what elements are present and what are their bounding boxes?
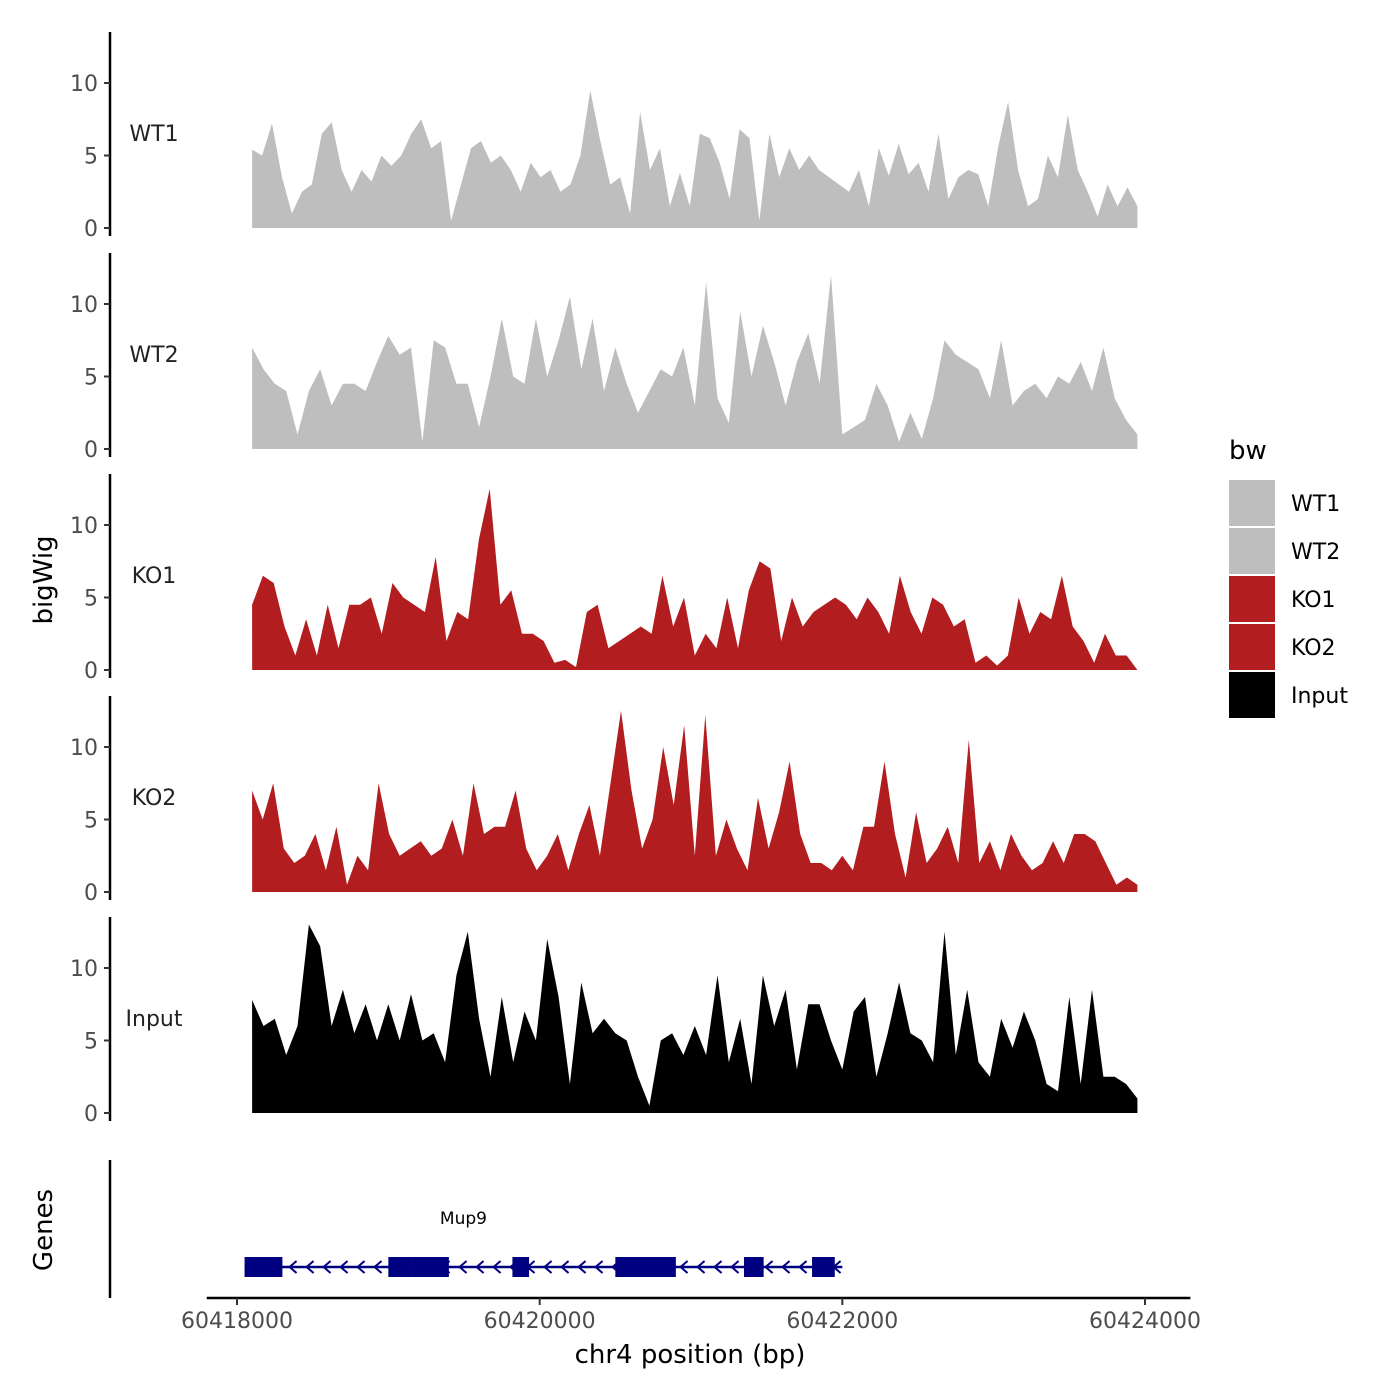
- track-ko1: KO1 0 5 10: [70, 474, 1138, 684]
- genes-track: Mup9: [108, 1160, 843, 1298]
- strand-arrow: [679, 1260, 689, 1274]
- x-axis: 60418000 60420000 60422000 60424000: [181, 1296, 1201, 1334]
- x-tick-label: 60422000: [786, 1309, 898, 1334]
- strand-arrow: [713, 1260, 723, 1274]
- y-tick-label: 5: [84, 145, 98, 170]
- strand-arrow: [458, 1260, 468, 1274]
- x-tick-label: 60420000: [484, 1309, 596, 1334]
- strand-arrow: [322, 1260, 332, 1274]
- y-tick-label: 10: [70, 736, 98, 761]
- strand-arrow: [543, 1260, 553, 1274]
- y-tick-label: 10: [70, 957, 98, 982]
- y-tick-label: 5: [84, 366, 98, 391]
- y-tick-label: 0: [84, 438, 98, 463]
- gene-exon: [812, 1257, 835, 1277]
- strand-arrow: [339, 1260, 349, 1274]
- coverage-area-input: [252, 924, 1138, 1113]
- track-input: Input 0 5 10: [70, 917, 1138, 1127]
- strand-arrow: [373, 1260, 383, 1274]
- x-axis-title: chr4 position (bp): [575, 1340, 806, 1370]
- strand-arrow: [475, 1260, 485, 1274]
- legend-label-ko1: KO1: [1291, 588, 1336, 613]
- coverage-area-wt2: [252, 275, 1138, 449]
- gene-exon: [512, 1257, 530, 1277]
- track-ko2: KO2 0 5 10: [70, 696, 1138, 906]
- strand-arrow: [288, 1260, 298, 1274]
- y-tick-label: 5: [84, 809, 98, 834]
- coverage-area-wt1: [252, 90, 1138, 228]
- legend-label-input: Input: [1291, 684, 1348, 709]
- gene-label: Mup9: [440, 1209, 487, 1229]
- y-axis-title: bigWig: [29, 535, 59, 624]
- coverage-area-ko1: [252, 488, 1138, 670]
- strand-arrow: [781, 1260, 791, 1274]
- legend-swatch-ko1: [1229, 576, 1275, 622]
- y-tick-label: 0: [84, 217, 98, 242]
- legend-label-wt2: WT2: [1291, 540, 1340, 565]
- track-wt1: WT1 0 5 10: [70, 32, 1138, 242]
- track-label: WT1: [129, 122, 178, 147]
- strand-arrow: [577, 1260, 587, 1274]
- strand-arrow: [730, 1260, 740, 1274]
- legend-label-ko2: KO2: [1291, 636, 1336, 661]
- strand-arrow: [696, 1260, 706, 1274]
- coverage-tracks: WT1 0 5 10 WT2 0 5 10 KO1 0 5 10 KO2 0 5 10 Input 0 5 10: [70, 32, 1138, 1127]
- track-label: KO1: [132, 564, 177, 589]
- strand-arrow: [798, 1260, 808, 1274]
- gene-exon: [411, 1257, 449, 1277]
- track-wt2: WT2 0 5 10: [70, 253, 1138, 463]
- track-label: WT2: [129, 343, 178, 368]
- legend-swatch-ko2: [1229, 624, 1275, 670]
- y-tick-label: 5: [84, 1030, 98, 1055]
- y-tick-label: 10: [70, 514, 98, 539]
- y-tick-label: 0: [84, 881, 98, 906]
- y-tick-label: 0: [84, 1102, 98, 1127]
- gene-exon: [244, 1257, 283, 1277]
- legend-swatch-input: [1229, 672, 1275, 718]
- gene-exon: [388, 1257, 412, 1277]
- x-tick-label: 60418000: [181, 1309, 293, 1334]
- y-tick-label: 0: [84, 659, 98, 684]
- coverage-area-ko2: [252, 710, 1138, 892]
- legend-label-wt1: WT1: [1291, 492, 1340, 517]
- y-tick-label: 5: [84, 587, 98, 612]
- strand-arrow: [764, 1260, 774, 1274]
- gene-exon: [743, 1257, 764, 1277]
- genes-axis-title: Genes: [29, 1189, 59, 1271]
- legend: bw WT1 WT2 KO1 KO2 Input: [1229, 436, 1348, 718]
- y-tick-label: 10: [70, 72, 98, 97]
- track-label: KO2: [132, 786, 177, 811]
- y-tick-label: 10: [70, 293, 98, 318]
- track-label: Input: [126, 1007, 183, 1032]
- legend-swatch-wt1: [1229, 480, 1275, 526]
- strand-arrow: [594, 1260, 604, 1274]
- strand-arrow: [305, 1260, 315, 1274]
- x-tick-label: 60424000: [1089, 1309, 1201, 1334]
- legend-title: bw: [1229, 436, 1267, 466]
- strand-arrow: [492, 1260, 502, 1274]
- strand-arrow: [356, 1260, 366, 1274]
- strand-arrow: [560, 1260, 570, 1274]
- gene-exon: [615, 1257, 676, 1277]
- legend-swatch-wt2: [1229, 528, 1275, 574]
